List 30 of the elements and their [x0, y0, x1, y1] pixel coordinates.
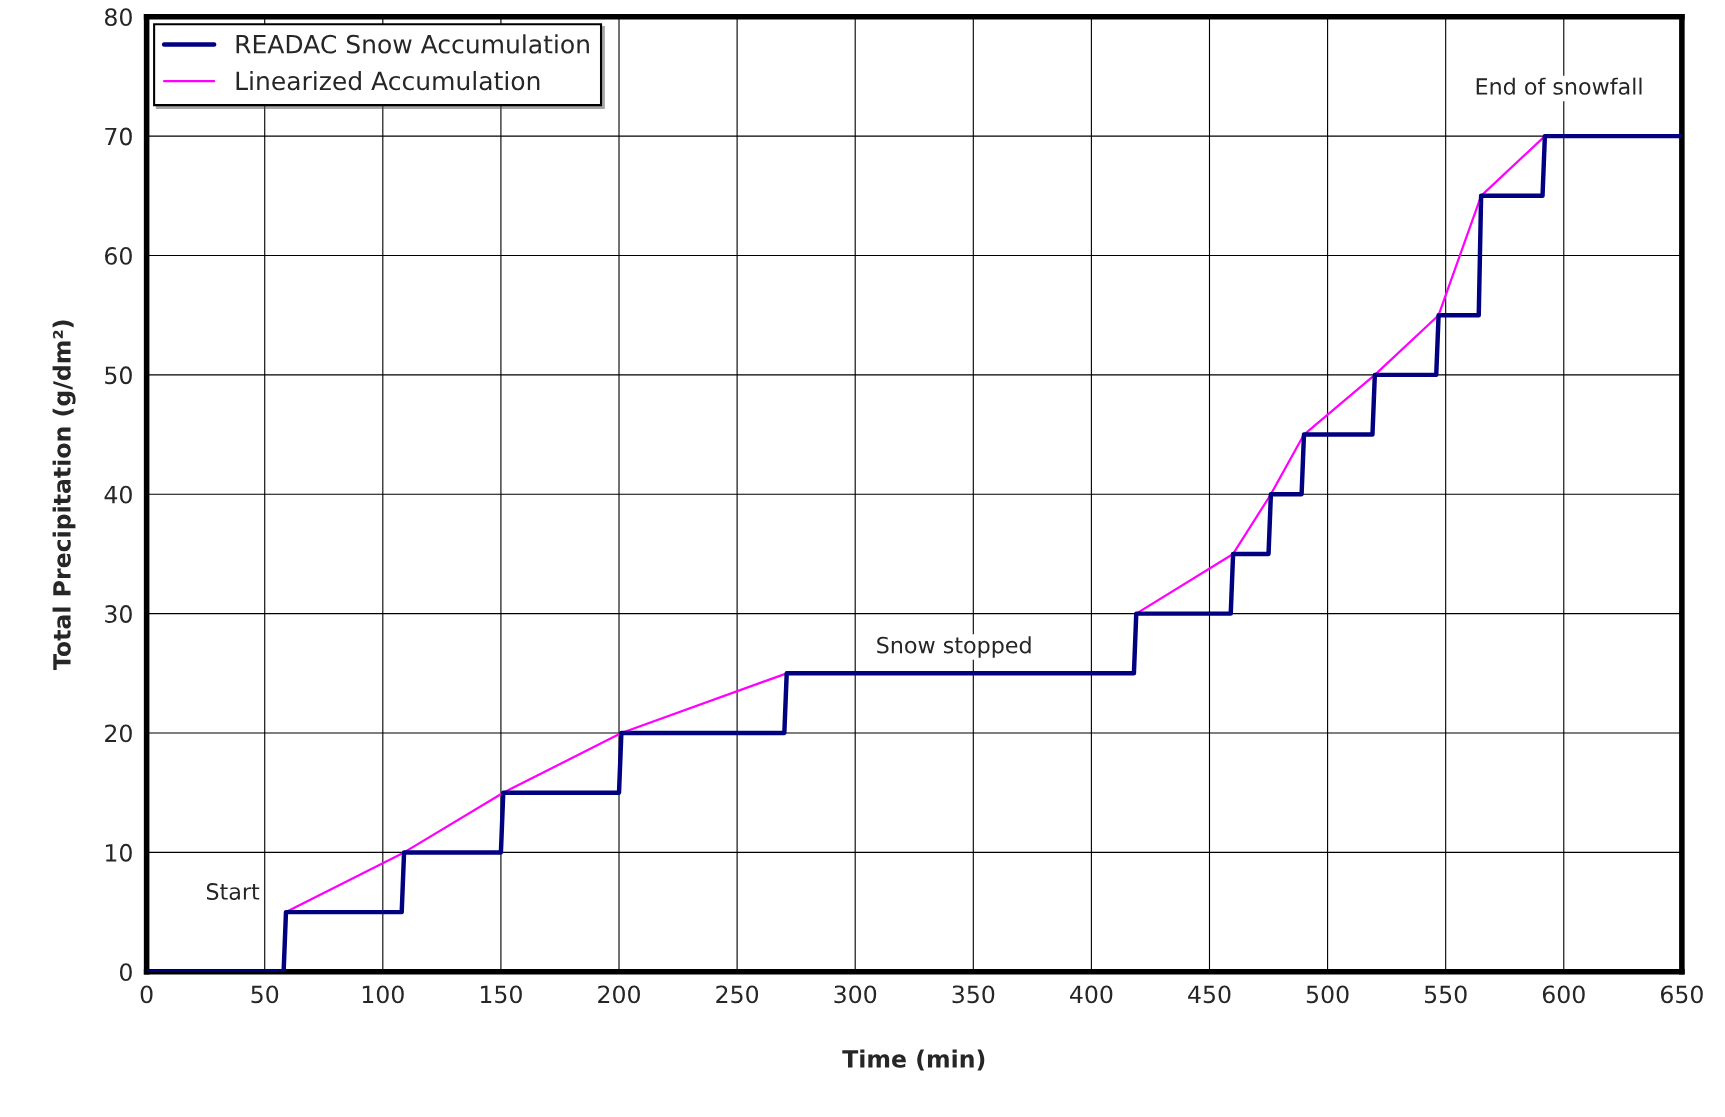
- x-tick-label: 600: [1542, 985, 1585, 1004]
- y-tick-label: 0: [119, 963, 132, 982]
- x-tick-label: 500: [1306, 985, 1349, 1004]
- x-tick-label: 350: [952, 985, 995, 1004]
- x-tick-label: 0: [140, 985, 153, 1004]
- y-tick-label: 60: [105, 246, 132, 265]
- x-tick-label: 150: [480, 985, 522, 1004]
- annotation: End of snowfall: [1476, 77, 1642, 95]
- legend-label: READAC Snow Accumulation: [236, 34, 589, 54]
- x-tick-label: 300: [834, 985, 877, 1004]
- x-tick-label: 400: [1070, 985, 1113, 1004]
- x-tick-label: 100: [362, 985, 404, 1004]
- x-tick-label: 650: [1660, 985, 1703, 1004]
- y-tick-label: 20: [105, 724, 132, 743]
- y-axis-title: Total Precipitation (g/dm²): [52, 320, 76, 670]
- x-tick-label: 200: [598, 985, 640, 1004]
- y-tick-label: 80: [104, 8, 132, 27]
- annotation: Snow stopped: [877, 636, 1031, 658]
- annotation: Start: [206, 883, 260, 900]
- y-tick-label: 50: [105, 366, 132, 385]
- y-tick-label: 40: [104, 485, 132, 504]
- y-tick-label: 10: [105, 843, 132, 862]
- legend-label: Linearized Accumulation: [236, 70, 540, 91]
- x-tick-label: 550: [1424, 985, 1467, 1004]
- y-tick-label: 70: [105, 127, 132, 146]
- y-tick-label: 30: [105, 605, 132, 623]
- x-tick-label: 50: [251, 985, 279, 1004]
- x-tick-label: 250: [716, 985, 759, 1004]
- x-axis-title: Time (min): [842, 1049, 985, 1071]
- x-tick-label: 450: [1188, 985, 1231, 1004]
